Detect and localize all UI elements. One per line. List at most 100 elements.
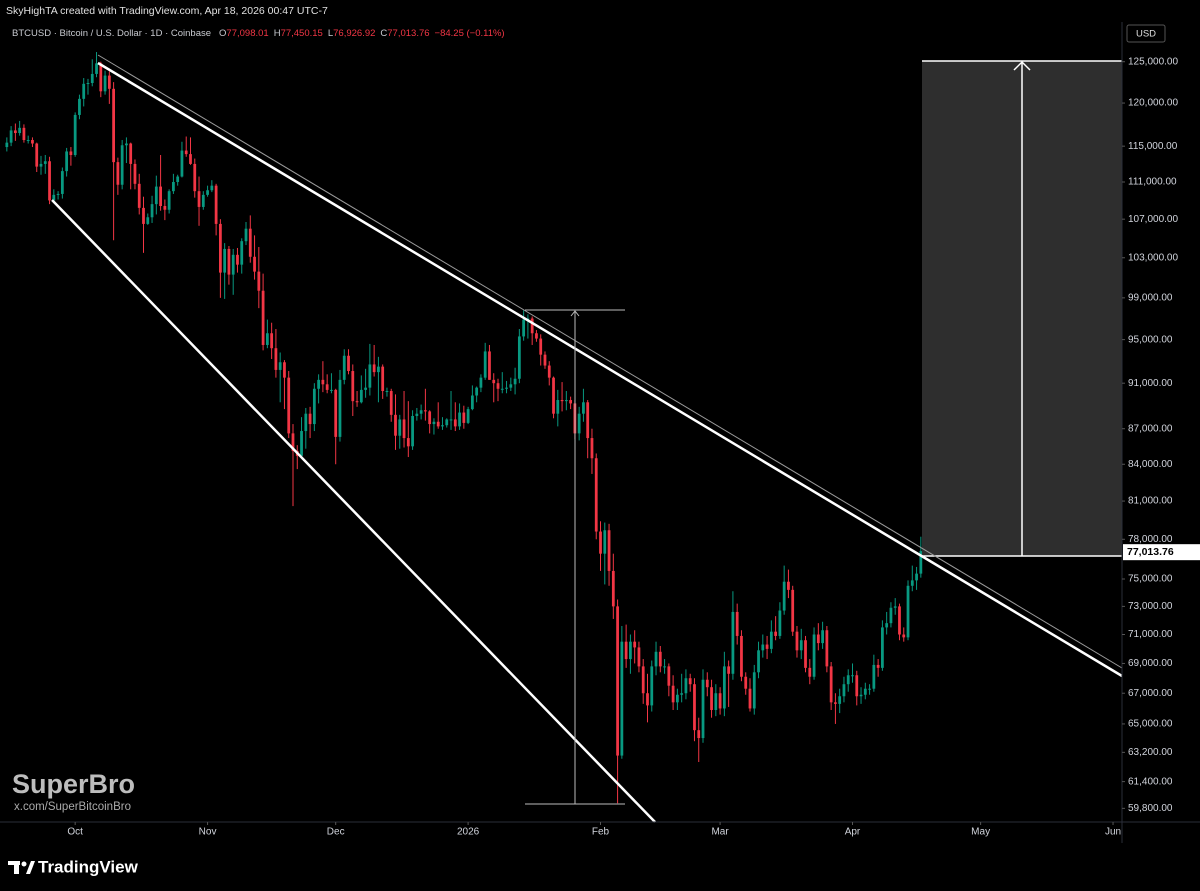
candle-body [629,641,632,660]
candle-body [658,651,662,667]
candle-body [893,606,897,608]
candle-body [616,606,619,756]
candle-body [556,400,560,414]
upper-channel-line [97,54,1123,669]
brand-logo [8,861,35,874]
candle-body [359,389,363,403]
candle-body [167,191,171,210]
candle-body [78,98,81,115]
candle-body [821,630,824,644]
candle-body [112,88,115,163]
candle-body [163,206,167,210]
candle-body [458,412,461,427]
candle-body [5,142,9,148]
candle-body [283,362,286,378]
candle-body [31,140,34,144]
candle-body [547,365,551,378]
candle-body [816,634,820,644]
candle-body [722,666,726,709]
y-tick-label: 111,000.00 [1128,177,1177,188]
candle-body [838,696,842,704]
candle-body [65,151,69,172]
candle-body [594,458,598,532]
candle-body [116,162,120,185]
candle-body [86,83,90,85]
y-tick-label: 59,800.00 [1128,803,1173,814]
candle-body [381,366,385,392]
candle-body [415,413,419,416]
candle-body [270,333,274,349]
candle-body [197,191,201,207]
candle-body [851,675,854,677]
y-tick-label: 84,000.00 [1128,459,1173,470]
candle-body [748,688,752,709]
candle-body [26,140,30,142]
candle-body [201,194,205,207]
candle-body [218,223,222,273]
candle-body [693,684,696,731]
candle-body [402,419,406,439]
candle-body [172,182,175,192]
candle-body [586,402,590,439]
candle-body [808,667,812,677]
candle-body [236,254,239,265]
currency-box[interactable] [1126,24,1166,43]
measure-arrow-head [570,310,580,317]
ohlc-value: 77,450.15 [281,28,323,39]
candle-body [462,412,466,423]
candle-body [603,530,607,554]
x-tick-label: Apr [845,827,861,838]
candle-body [517,336,521,379]
ohlc-value: 77,098.01 [226,28,268,39]
candle-body [479,377,483,388]
candle-body [543,354,547,366]
candle-body [590,438,594,459]
candle-body [727,666,731,674]
candle-body [919,551,923,574]
candle-body [103,75,107,92]
y-tick-label: 99,000.00 [1128,293,1173,304]
x-tick-label: Oct [67,827,83,838]
candle-body [829,666,833,703]
candle-body [35,143,39,167]
candle-body [701,679,705,739]
logo-part [21,861,27,867]
candle-body [338,379,342,437]
candle-body [842,684,846,697]
candle-body [419,410,423,414]
candle-body [513,378,517,385]
y-tick-label: 120,000.00 [1128,98,1178,109]
candle-body [244,228,248,242]
arrow-head [1013,60,1031,71]
candle-body [411,415,414,447]
candle-body [372,364,376,373]
candle-body [761,644,765,651]
candle-body [240,241,244,265]
drawings [51,54,1123,823]
candle-body [488,351,491,380]
candle-body [189,154,192,164]
candle-body [95,63,98,74]
candle-body [133,163,137,184]
candle-body [902,634,906,638]
candle-body [287,377,291,434]
candle-body [633,641,637,648]
candle-body [389,391,393,415]
candle-body [470,395,474,410]
candle-body [317,379,321,389]
candle-body [898,606,901,635]
candle-body [825,630,829,667]
candle-body [424,410,427,412]
candle-body [778,610,782,636]
x-axis: Oct Nov Dec 2026 Feb Mar Apr May Jun [67,822,1121,838]
plot-area [5,52,927,804]
candle-body [257,271,261,291]
candle-body [445,419,449,426]
y-tick-label: 78,000.00 [1128,534,1173,545]
candle-body [150,204,154,218]
candle-body [680,693,684,695]
last-price-label: 77,013.76 [1127,546,1174,558]
candle-body [782,581,786,611]
